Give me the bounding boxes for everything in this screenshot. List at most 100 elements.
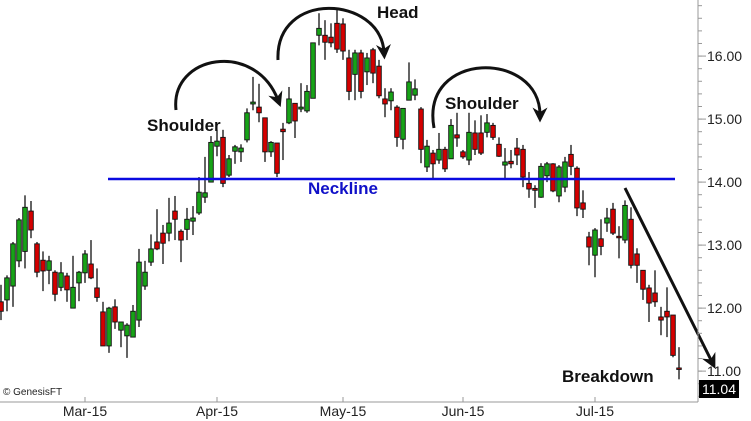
candle-body-up — [82, 253, 88, 274]
candle-body-down — [586, 236, 592, 248]
candle — [556, 165, 562, 203]
candle-body-up — [286, 98, 292, 124]
candle-body-down — [322, 34, 328, 43]
candle-body-down — [292, 102, 298, 122]
candle — [388, 88, 394, 111]
candle — [346, 49, 352, 101]
candle — [646, 284, 652, 322]
candle — [160, 224, 166, 265]
candle — [94, 268, 100, 302]
candle — [316, 13, 322, 46]
candle-body-down — [574, 167, 580, 209]
candle — [190, 206, 196, 236]
candle — [322, 20, 328, 60]
candle — [70, 255, 76, 309]
candle-body-up — [124, 324, 130, 337]
candle — [148, 234, 154, 266]
candle-body-up — [70, 286, 76, 309]
candle-body-up — [562, 161, 568, 188]
candle — [136, 248, 142, 328]
candle-body-up — [10, 243, 16, 287]
candle — [244, 108, 250, 143]
candle — [520, 144, 526, 188]
candle-body-up — [592, 229, 598, 256]
candle-body-down — [514, 147, 520, 156]
candle-body-up — [298, 106, 304, 110]
candle — [178, 229, 184, 263]
candle — [40, 251, 46, 292]
candle-body-down — [334, 22, 340, 50]
candle-body-up — [106, 307, 112, 347]
y-tick-label: 15.00 — [707, 111, 742, 127]
candle-body-down — [100, 311, 106, 347]
candle-body-up — [208, 141, 214, 183]
candle — [292, 102, 298, 138]
candle — [592, 228, 598, 278]
candle — [628, 207, 634, 269]
x-tick-label: Jul-15 — [576, 403, 614, 419]
candle — [52, 270, 58, 302]
candle-body-down — [640, 269, 646, 290]
candle-body-up — [502, 161, 508, 166]
candle — [214, 129, 220, 157]
x-tick-label: Apr-15 — [196, 403, 238, 419]
candle — [28, 201, 34, 239]
candle-body-down — [52, 271, 58, 295]
candle-body-up — [136, 261, 142, 321]
x-tick-label: Mar-15 — [63, 403, 108, 419]
candle-body-up — [130, 310, 136, 338]
candle-body-down — [628, 218, 634, 266]
candle — [490, 122, 496, 140]
last-price-label: 11.04 — [702, 381, 736, 397]
candle — [364, 52, 370, 86]
candle — [274, 142, 280, 178]
candle-body-up — [250, 101, 256, 105]
candle — [466, 112, 472, 166]
candle — [430, 149, 436, 179]
candle-body-down — [598, 238, 604, 247]
candle-body-up — [448, 124, 454, 160]
candle — [64, 272, 70, 302]
candle-body-down — [112, 306, 118, 323]
candle — [310, 42, 316, 99]
candle-body-up — [538, 165, 544, 198]
candle-body-down — [496, 143, 502, 157]
candle — [130, 304, 136, 338]
candle-body-down — [580, 202, 586, 210]
candle-body-up — [190, 217, 196, 222]
candle-body-up — [22, 206, 28, 252]
candle — [82, 250, 88, 283]
candle-body-up — [238, 147, 244, 153]
candle — [166, 197, 172, 242]
candle-body-down — [280, 128, 286, 133]
candle — [256, 83, 262, 123]
candle-body-down — [526, 182, 532, 190]
candle-body-up — [622, 204, 628, 241]
candle-body-up — [316, 27, 322, 36]
candle — [106, 306, 112, 353]
candle — [460, 149, 466, 159]
candle — [370, 47, 376, 84]
candle — [88, 240, 94, 280]
candle-body-down — [262, 117, 268, 153]
candle-body-down — [346, 57, 352, 92]
candle — [616, 226, 622, 259]
candle — [16, 218, 22, 268]
candle — [208, 136, 214, 183]
candle-body-up — [412, 88, 418, 96]
candle — [472, 120, 478, 156]
y-tick-label: 12.00 — [707, 300, 742, 316]
candle — [172, 195, 178, 241]
candle-body-down — [472, 132, 478, 150]
candle — [298, 83, 304, 113]
candle — [262, 117, 268, 162]
candle-body-up — [76, 271, 82, 284]
candle — [538, 163, 544, 198]
candle-body-down — [610, 208, 616, 234]
candle-body-down — [178, 230, 184, 241]
x-tick-label: May-15 — [320, 403, 367, 419]
candle — [658, 306, 664, 336]
candle-body-up — [58, 272, 64, 288]
candles-layer — [0, 10, 682, 380]
